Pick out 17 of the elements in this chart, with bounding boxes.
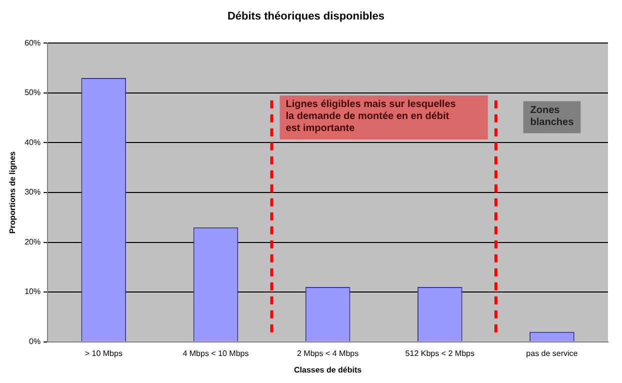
x-tick-label: 512 Kbps < 2 Mbps bbox=[405, 348, 474, 358]
x-tick-label: 2 Mbps < 4 Mbps bbox=[297, 348, 359, 358]
y-tick-label: 10% bbox=[24, 287, 41, 296]
x-tick-label: > 10 Mbps bbox=[84, 348, 122, 358]
y-tick-label: 20% bbox=[24, 237, 41, 246]
y-tick-label: 60% bbox=[24, 38, 41, 48]
x-axis-title: Classes de débits bbox=[294, 365, 362, 374]
x-tick-label: pas de service bbox=[526, 348, 578, 358]
y-axis-title: Proportions de lignes bbox=[8, 150, 18, 234]
y-tick-label: 30% bbox=[24, 188, 41, 197]
y-tick-label: 50% bbox=[24, 88, 41, 98]
y-tick-label: 40% bbox=[24, 138, 41, 147]
y-tick-label: 0% bbox=[29, 337, 41, 346]
chart-title: Débits théoriques disponibles bbox=[227, 10, 385, 23]
x-tick-label: 4 Mbps < 10 Mbps bbox=[182, 348, 249, 358]
annotation: Zones blanches bbox=[530, 104, 574, 128]
band-label: Lignes éligibles mais sur lesquelles la demande de montée en en débit est importante bbox=[286, 99, 456, 134]
